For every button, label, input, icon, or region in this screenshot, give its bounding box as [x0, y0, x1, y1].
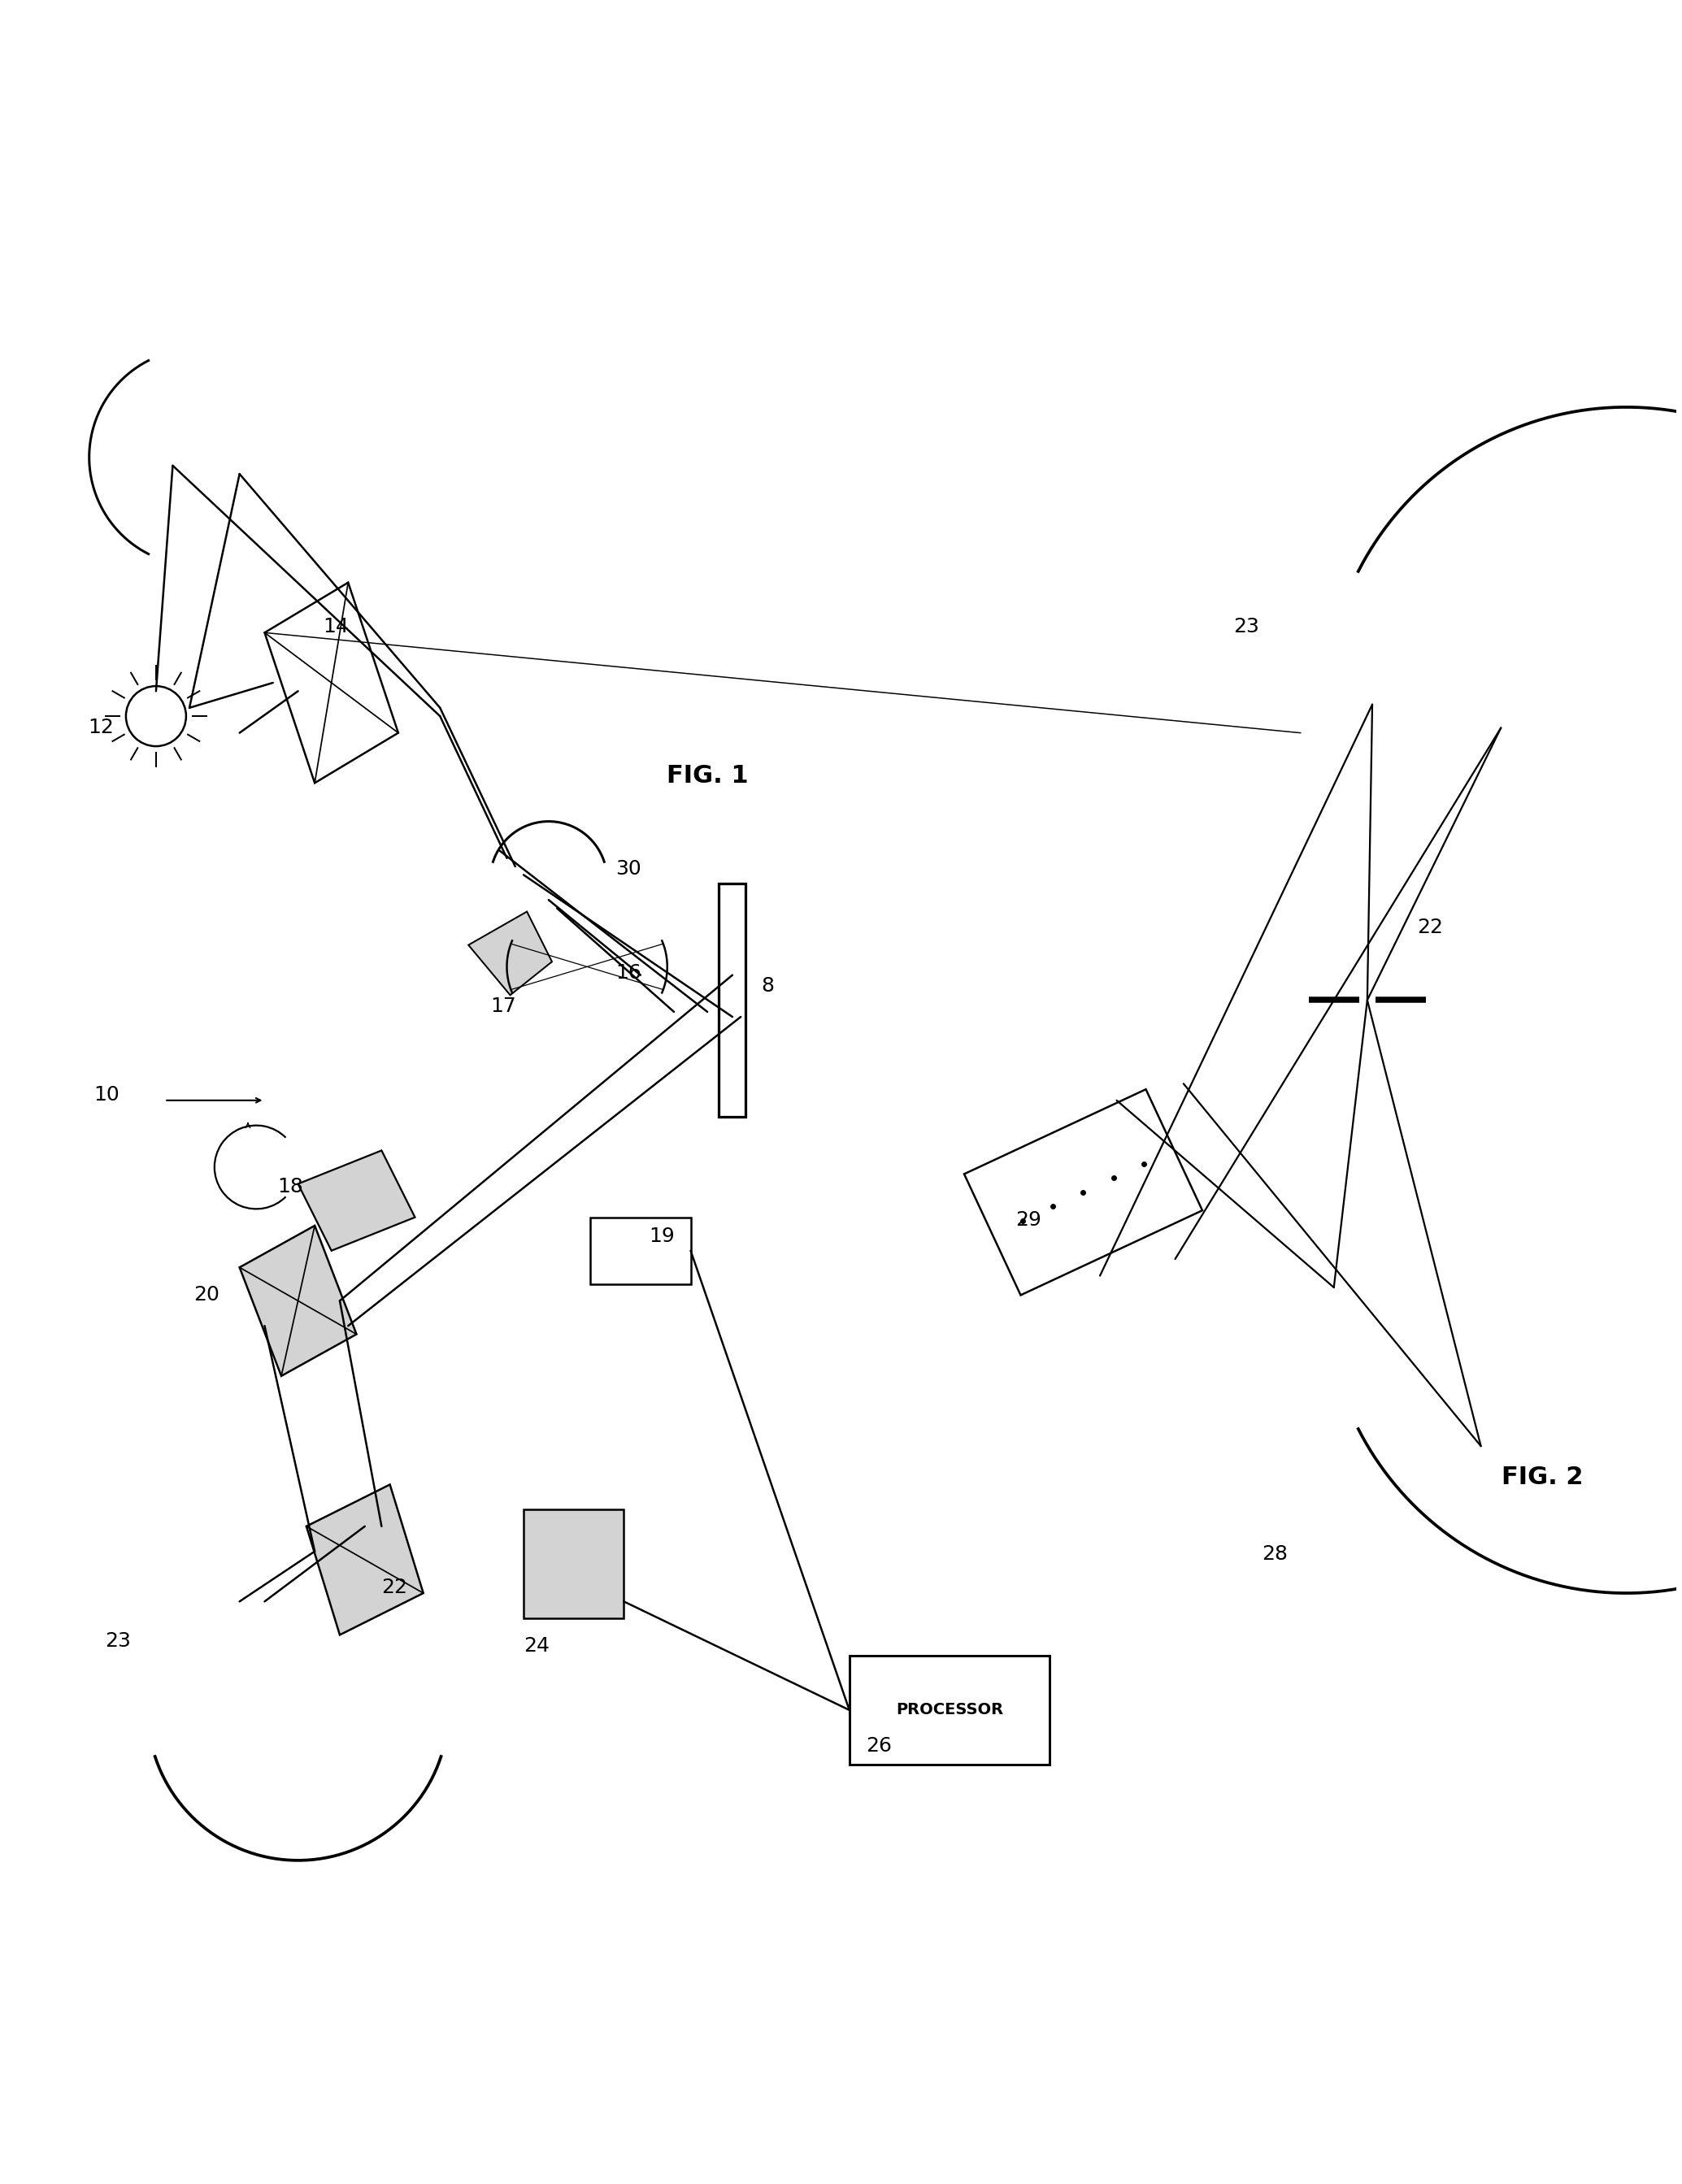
Text: 14: 14 [323, 618, 348, 638]
Bar [590, 1216, 691, 1284]
Text: 24: 24 [523, 1636, 550, 1655]
Bar [849, 1655, 1050, 1765]
Text: 29: 29 [1016, 1210, 1041, 1230]
Polygon shape [523, 1509, 624, 1618]
Text: 28: 28 [1262, 1544, 1288, 1564]
Text: 19: 19 [649, 1227, 674, 1247]
Polygon shape [306, 1485, 424, 1636]
Text: 23: 23 [104, 1631, 131, 1651]
Text: FIG. 1: FIG. 1 [666, 764, 748, 788]
Text: 16: 16 [616, 963, 641, 983]
Text: 23: 23 [1233, 618, 1260, 638]
Text: 30: 30 [616, 860, 641, 878]
Text: 22: 22 [382, 1577, 407, 1597]
Polygon shape [964, 1090, 1203, 1295]
Text: PROCESSOR: PROCESSOR [897, 1701, 1002, 1719]
Polygon shape [298, 1151, 415, 1251]
Polygon shape [239, 1225, 357, 1376]
Text: 17: 17 [489, 996, 516, 1016]
Text: 10: 10 [94, 1085, 119, 1105]
Text: 20: 20 [193, 1286, 219, 1304]
Polygon shape [718, 882, 745, 1116]
Text: 18: 18 [278, 1177, 303, 1197]
Text: 26: 26 [866, 1736, 891, 1756]
Text: 8: 8 [760, 976, 774, 996]
Text: FIG. 2: FIG. 2 [1502, 1465, 1583, 1489]
Text: 22: 22 [1418, 917, 1443, 937]
Polygon shape [468, 911, 552, 996]
Text: 12: 12 [89, 716, 114, 736]
